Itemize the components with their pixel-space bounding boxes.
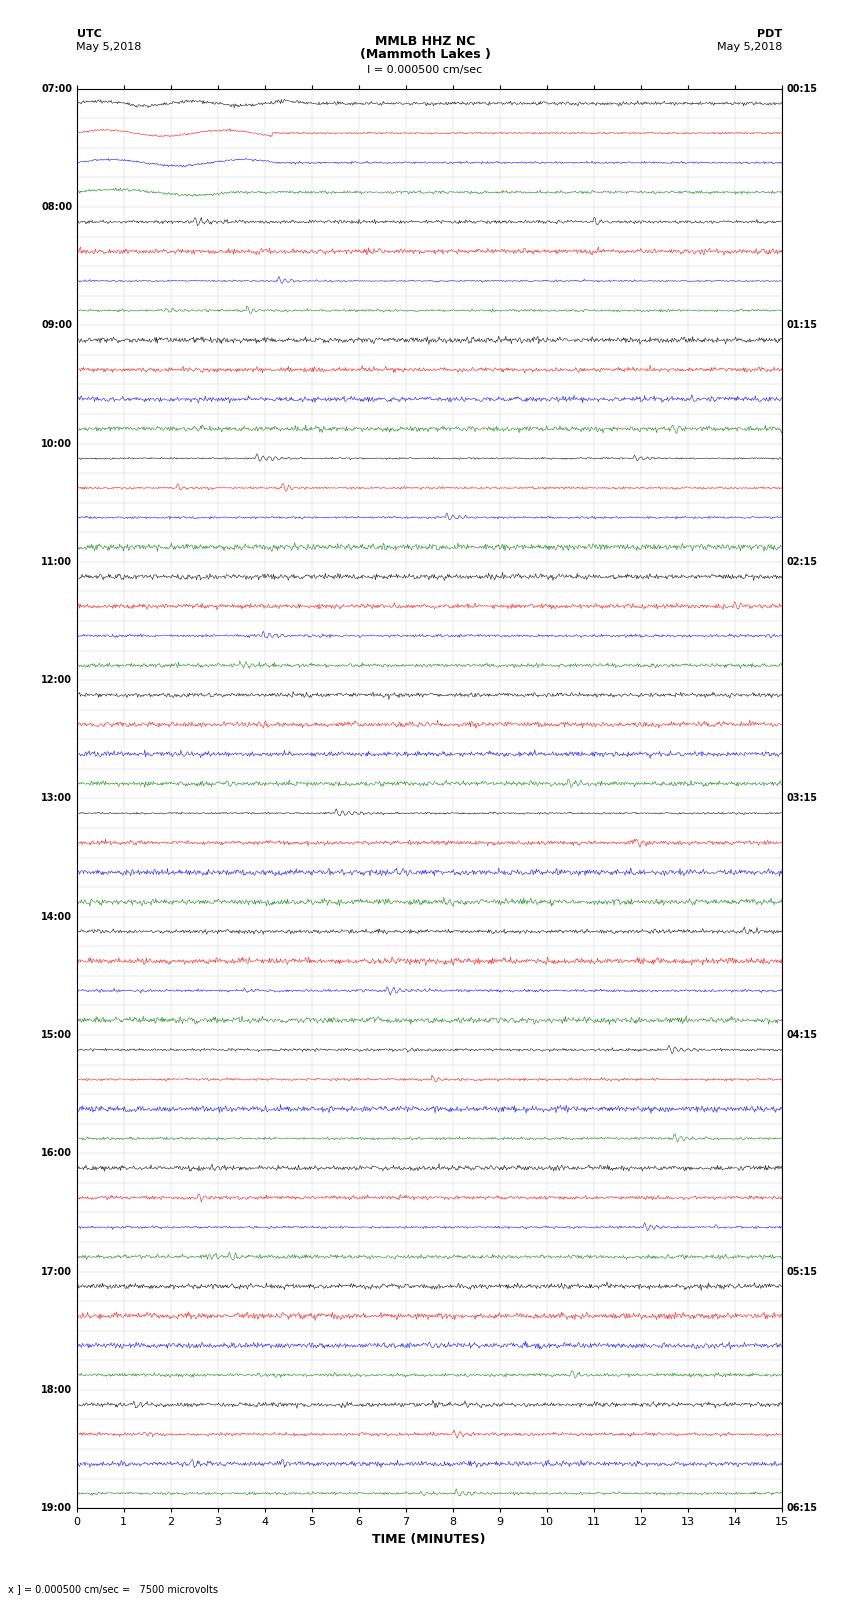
Text: 12:00: 12:00	[42, 676, 72, 686]
Text: 18:00: 18:00	[41, 1386, 72, 1395]
Text: x ] = 0.000500 cm/sec =   7500 microvolts: x ] = 0.000500 cm/sec = 7500 microvolts	[8, 1584, 218, 1594]
Text: 10:00: 10:00	[42, 439, 72, 448]
Text: 01:15: 01:15	[786, 321, 817, 331]
Text: 17:00: 17:00	[42, 1266, 72, 1276]
Text: I = 0.000500 cm/sec: I = 0.000500 cm/sec	[367, 65, 483, 74]
Text: 05:15: 05:15	[786, 1266, 817, 1276]
Text: 00:15: 00:15	[786, 84, 817, 94]
Text: UTC: UTC	[76, 29, 101, 39]
Text: MMLB HHZ NC: MMLB HHZ NC	[375, 35, 475, 48]
Text: 03:15: 03:15	[786, 794, 817, 803]
Text: 07:00: 07:00	[42, 84, 72, 94]
Text: 14:00: 14:00	[42, 911, 72, 921]
Text: 08:00: 08:00	[41, 202, 72, 211]
Text: (Mammoth Lakes ): (Mammoth Lakes )	[360, 48, 490, 61]
Text: 02:15: 02:15	[786, 556, 817, 566]
Text: 15:00: 15:00	[42, 1031, 72, 1040]
Text: 04:15: 04:15	[786, 1031, 817, 1040]
X-axis label: TIME (MINUTES): TIME (MINUTES)	[372, 1532, 486, 1545]
Text: 16:00: 16:00	[42, 1148, 72, 1158]
Text: 06:15: 06:15	[786, 1503, 817, 1513]
Text: 19:00: 19:00	[42, 1503, 72, 1513]
Text: May 5,2018: May 5,2018	[717, 42, 782, 52]
Text: 11:00: 11:00	[42, 556, 72, 566]
Text: PDT: PDT	[756, 29, 782, 39]
Text: May 5,2018: May 5,2018	[76, 42, 142, 52]
Text: 09:00: 09:00	[42, 321, 72, 331]
Text: 13:00: 13:00	[42, 794, 72, 803]
